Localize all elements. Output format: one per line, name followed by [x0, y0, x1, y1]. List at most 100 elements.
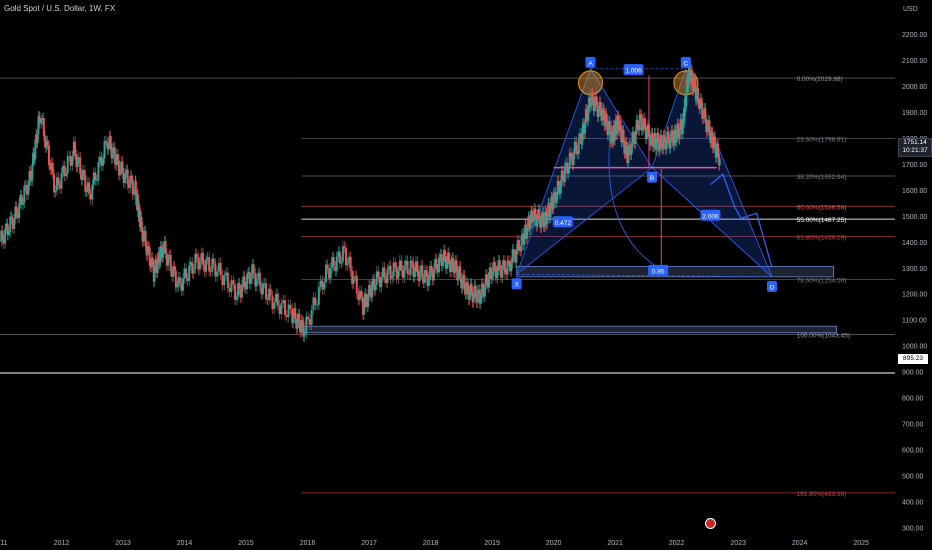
fib-label-2: 38.20%(1652.94): [797, 174, 847, 181]
candle-body: [538, 209, 541, 221]
candle-body: [554, 192, 557, 203]
candle-body: [612, 140, 615, 144]
candle-body: [577, 138, 580, 154]
candle-body: [406, 260, 409, 274]
candle-body: [481, 283, 484, 288]
point-label-d: D: [770, 284, 775, 291]
candle-body: [28, 171, 31, 186]
candle-body: [383, 267, 386, 279]
candle-body: [133, 190, 136, 195]
candle-body: [254, 273, 257, 287]
candle-body: [325, 264, 328, 283]
candle-body: [366, 299, 369, 308]
candle-body: [375, 271, 378, 286]
candle-body: [321, 280, 324, 290]
candle-body: [612, 125, 615, 141]
candle-body: [563, 165, 566, 182]
candle-body: [252, 264, 255, 274]
candle-body: [293, 308, 296, 319]
candle-body: [560, 170, 563, 181]
fibonacci-levels: 0.00%(2029.68) 23.60%(1796.91) 38.20%(1652…: [0, 76, 895, 498]
x-tick-label: 2011: [0, 540, 8, 547]
candle-body: [273, 302, 276, 310]
candle-body: [451, 257, 454, 261]
candle-body: [556, 180, 559, 196]
candle-body: [153, 271, 156, 282]
candle-body: [159, 246, 162, 262]
candle-body: [112, 147, 115, 149]
candle-body: [131, 179, 134, 195]
candle-body: [164, 241, 167, 254]
candle-body: [677, 123, 680, 130]
candle-body: [620, 126, 623, 142]
candle-body: [55, 177, 58, 191]
candle-body: [381, 267, 384, 278]
candle-body: [303, 333, 306, 337]
candle-body: [192, 268, 195, 274]
candle-body: [377, 271, 380, 277]
x-tick-label: 2021: [607, 540, 623, 547]
candle-body: [664, 136, 667, 150]
price-axis: 2200.002100.002000.001900.001800.001700.…: [902, 32, 927, 533]
candle-body: [472, 292, 475, 303]
candle-body: [323, 282, 326, 290]
candle-body: [604, 124, 607, 126]
y-tick-label: 500.00: [902, 474, 924, 481]
candle-body: [284, 300, 287, 315]
candle-body: [663, 135, 666, 137]
candle-body: [510, 263, 513, 272]
candle-body: [669, 137, 672, 149]
candle-body: [665, 143, 668, 150]
candle-body: [242, 276, 245, 286]
candle-body: [170, 271, 173, 277]
candle-body: [345, 248, 348, 266]
candle-body: [539, 220, 542, 228]
candle-body: [445, 261, 448, 269]
candle-body: [403, 265, 406, 278]
pattern-markers: X A B C D 1.006 0.472 0.95 2.006: [511, 56, 777, 292]
candle-body: [22, 202, 25, 205]
candle-body: [352, 276, 355, 284]
candle-body: [683, 116, 686, 123]
candle-body: [447, 252, 450, 262]
candle-body: [671, 130, 674, 143]
candle-body: [416, 261, 419, 272]
y-tick-label: 2000.00: [902, 84, 927, 91]
candle-body: [326, 264, 329, 269]
candle-body: [62, 165, 65, 173]
candle-body: [581, 140, 584, 145]
candle-body: [547, 203, 550, 211]
candle-body: [423, 270, 426, 283]
candle-body: [51, 162, 54, 175]
candle-body: [555, 195, 558, 203]
candle-body: [280, 303, 283, 315]
candle-body: [302, 321, 305, 337]
candle-body: [305, 316, 308, 334]
candle-body: [181, 278, 184, 291]
candle-body: [549, 204, 552, 218]
candle-body: [701, 102, 704, 119]
candle-body: [558, 186, 561, 194]
candle-body: [493, 262, 496, 267]
candle-body: [243, 276, 246, 288]
price-series: [0, 57, 721, 342]
candle-body: [167, 257, 170, 266]
candle-body: [144, 230, 147, 247]
candle-body: [695, 91, 698, 101]
flag-icon[interactable]: [705, 518, 716, 529]
candle-body: [662, 135, 665, 150]
candle-body: [114, 163, 117, 166]
candle-body: [648, 137, 651, 146]
candle-body: [384, 278, 387, 284]
candle-body: [485, 274, 488, 284]
candle-body: [489, 267, 492, 273]
candle-body: [135, 197, 138, 206]
harmonic-pattern: [515, 67, 773, 278]
candle-body: [168, 254, 171, 258]
candle-body: [282, 300, 285, 304]
x-tick-label: 2020: [546, 540, 562, 547]
candle-body: [49, 165, 52, 170]
candle-body: [699, 98, 702, 109]
candle-body: [37, 116, 40, 134]
